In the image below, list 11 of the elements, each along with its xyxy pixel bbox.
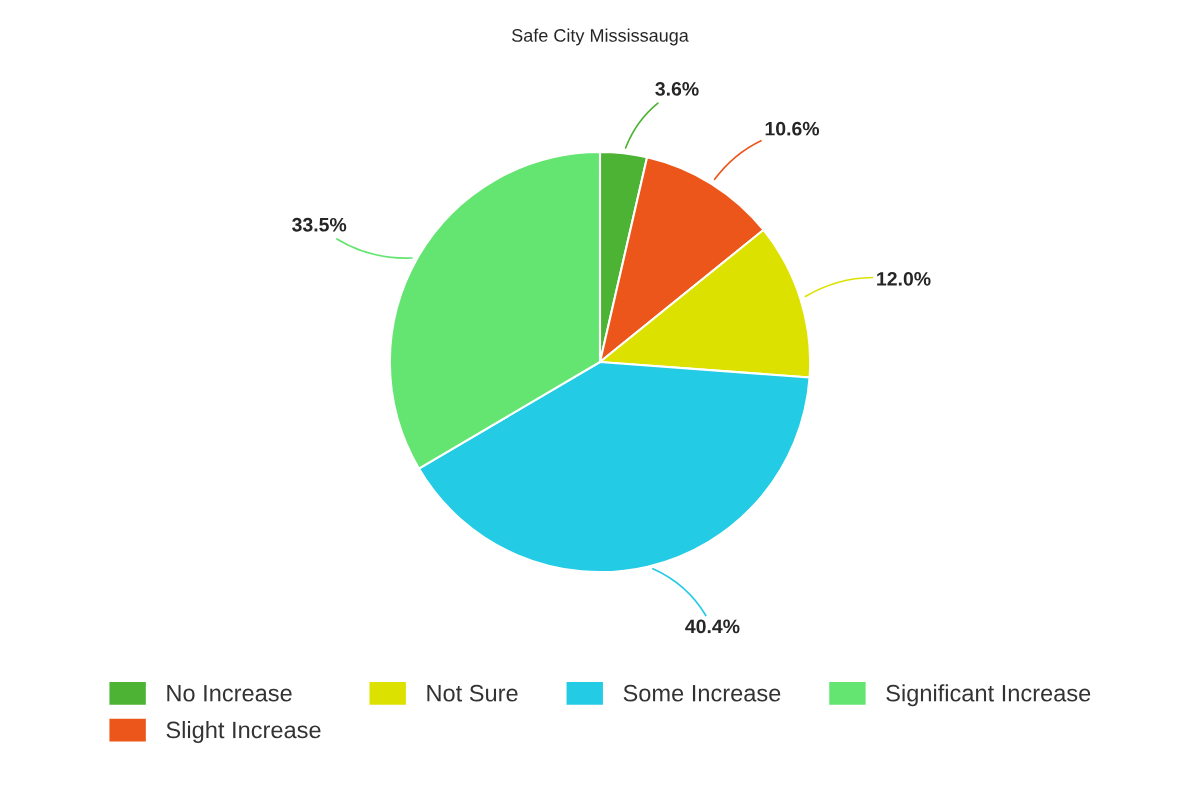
chart-title: Safe City Mississauga bbox=[512, 28, 689, 46]
data-label: 3.6% bbox=[655, 82, 699, 96]
data-label: 40.4% bbox=[685, 619, 740, 634]
legend-label: Not Sure bbox=[427, 684, 518, 702]
data-label: 10.6% bbox=[765, 121, 820, 136]
data-label: 33.5% bbox=[292, 217, 347, 232]
legend-label: Some Increase bbox=[623, 684, 781, 702]
legend-label: Slight Increase bbox=[166, 720, 321, 743]
legend-label: No Increase bbox=[167, 685, 292, 702]
data-label: 12.0% bbox=[877, 271, 931, 286]
legend-label: Significant Increase bbox=[886, 684, 1091, 707]
